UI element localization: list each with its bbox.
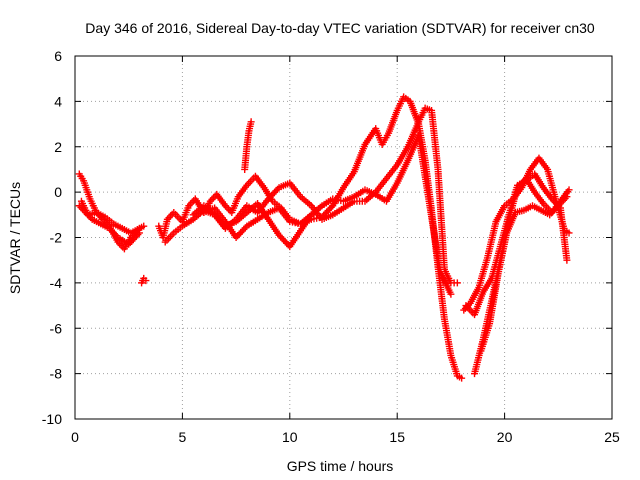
x-tick-label: 20: [497, 429, 513, 445]
y-tick-label: -8: [50, 366, 63, 382]
series-trace-d: [138, 274, 150, 287]
y-tick-label: -4: [50, 275, 63, 291]
y-tick-label: 2: [54, 139, 62, 155]
x-tick-label: 25: [604, 429, 620, 445]
x-tick-label: 0: [71, 429, 79, 445]
y-tick-label: -6: [50, 320, 63, 336]
series-trace-h: [200, 131, 455, 298]
x-axis-label: GPS time / hours: [287, 458, 394, 474]
ticks: 0 5 10 15 20 25 -10 -8 -6 -4 -2 0 2 4 6: [42, 48, 620, 445]
y-tick-label: 0: [54, 184, 62, 200]
y-tick-label: -10: [42, 411, 62, 427]
y-tick-label: 6: [54, 48, 62, 64]
x-tick-label: 5: [179, 429, 187, 445]
marker-path: [241, 118, 255, 173]
y-tick-label: 4: [54, 93, 62, 109]
marker-path: [138, 274, 150, 287]
marks: [75, 93, 573, 382]
grid: [75, 56, 612, 419]
marker-path: [460, 154, 573, 314]
y-axis-label: SDTVAR / TECUs: [7, 182, 23, 294]
chart-title: Day 346 of 2016, Sidereal Day-to-day VTE…: [85, 20, 595, 36]
series-trace-c: [77, 197, 148, 237]
series-trace-m: [462, 170, 571, 319]
x-tick-label: 10: [282, 429, 298, 445]
x-tick-label: 15: [389, 429, 405, 445]
series-trace-i: [241, 118, 255, 173]
series-trace-j: [460, 154, 573, 314]
y-tick-label: -2: [50, 230, 63, 246]
